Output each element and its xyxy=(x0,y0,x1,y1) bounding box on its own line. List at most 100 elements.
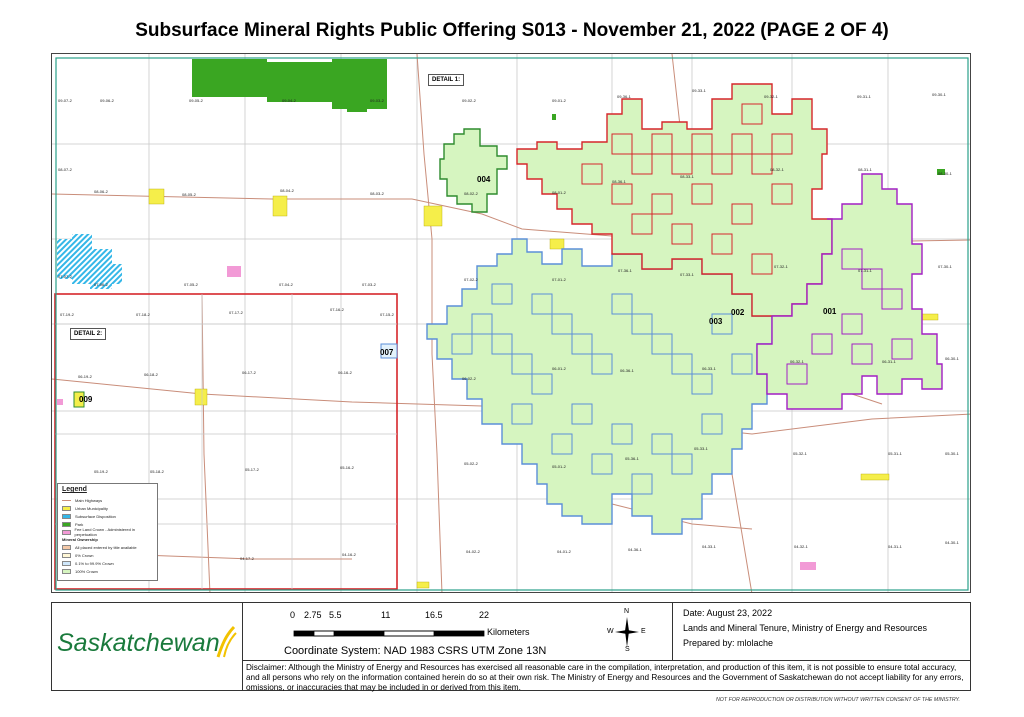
parcel-label-004[interactable]: 004 xyxy=(477,175,491,184)
wheat-logo-icon xyxy=(216,625,237,658)
parcel-label-001[interactable]: 001 xyxy=(823,307,837,316)
parcel-label-009[interactable]: 009 xyxy=(79,395,93,404)
disclaimer: Disclaimer: Although the Ministry of Ene… xyxy=(242,660,970,692)
township-label: 05-19-2 xyxy=(94,469,108,474)
red-parcels xyxy=(516,83,833,317)
legend-item: Main Highways xyxy=(62,496,153,504)
map-footer: Saskatchewan 0 2.75 5.5 11 16.5 22 Kilom… xyxy=(51,602,971,692)
township-label: 09-07-2 xyxy=(58,98,72,103)
map-legend: Legend Main Highways Urban Municipality … xyxy=(57,483,158,581)
township-label: 06-02-2 xyxy=(462,376,476,381)
township-label: 06-33-1 xyxy=(702,366,716,371)
township-label: 04-17-2 xyxy=(240,556,254,561)
township-label: 08-02-2 xyxy=(464,191,478,196)
township-label: 05-36-1 xyxy=(625,456,639,461)
reproduction-notice: NOT FOR REPRODUCTION OR DISTRIBUTION WIT… xyxy=(715,697,960,703)
township-label: 06-30-1 xyxy=(945,356,959,361)
park-swatch-icon xyxy=(62,521,71,527)
legend-title: Legend xyxy=(62,486,87,493)
legend-item: 100% Crown xyxy=(62,567,153,575)
entered-title-swatch-icon xyxy=(62,544,71,550)
parcel-label-007[interactable]: 007 xyxy=(380,348,394,357)
township-label: 07-18-2 xyxy=(136,312,150,317)
township-label: 07-02-2 xyxy=(464,277,478,282)
township-label: 06-31-1 xyxy=(882,359,896,364)
map-frame[interactable]: 09-07-2 09-06-2 09-05-2 09-04-2 09-03-2 … xyxy=(51,53,971,593)
township-label: 07-01-2 xyxy=(552,277,566,282)
township-label: 07-36-1 xyxy=(618,268,632,273)
township-label: 08-05-2 xyxy=(182,192,196,197)
township-label: 07-03-2 xyxy=(362,282,376,287)
township-label: 05-30-1 xyxy=(945,451,959,456)
purple-parcel-cells xyxy=(786,248,913,385)
township-label: 04-31-1 xyxy=(888,544,902,549)
scale-tick: 16.5 xyxy=(425,610,443,620)
township-label: 08-32-1 xyxy=(770,167,784,172)
township-label: 07-30-1 xyxy=(938,264,952,269)
urban-swatch-icon xyxy=(62,505,71,511)
logo-area: Saskatchewan xyxy=(52,603,243,691)
township-label: 06-19-2 xyxy=(78,374,92,379)
red-parcel-cells xyxy=(581,103,793,275)
green-parcels xyxy=(439,128,508,213)
township-label: 06-16-2 xyxy=(338,370,352,375)
south-label: S xyxy=(625,646,630,653)
township-label: 06-36-1 xyxy=(620,368,634,373)
township-label: 07-16-2 xyxy=(330,307,344,312)
legend-item: Subsurface Disposition xyxy=(62,512,153,520)
park-areas xyxy=(192,59,945,175)
north-arrow-icon: N S W E xyxy=(607,608,646,653)
township-label: 09-32-1 xyxy=(764,94,778,99)
township-label: 09-03-2 xyxy=(370,98,384,103)
parcel-label-003[interactable]: 003 xyxy=(709,317,723,326)
township-label: 09-02-2 xyxy=(462,98,476,103)
scale-tick: 5.5 xyxy=(329,610,342,620)
east-label: E xyxy=(641,628,646,635)
detail-1-label[interactable]: DETAIL 1: xyxy=(428,74,465,86)
township-label: 04-36-1 xyxy=(628,547,642,552)
detail-2-label[interactable]: DETAIL 2: xyxy=(70,328,107,340)
township-label: 05-17-2 xyxy=(245,467,259,472)
legend-item: 0.1% to 99.9% Crown xyxy=(62,559,153,567)
township-label: 08-03-2 xyxy=(370,191,384,196)
township-label: 06-18-2 xyxy=(144,372,158,377)
coordinate-system: Coordinate System: NAD 1983 CSRS UTM Zon… xyxy=(284,645,547,657)
township-label: 06-17-2 xyxy=(242,370,256,375)
township-label: 04-01-2 xyxy=(557,549,571,554)
township-label: 04-16-2 xyxy=(342,552,356,557)
full-crown-swatch-icon xyxy=(62,568,71,574)
township-label: 06-01-2 xyxy=(552,366,566,371)
township-label: 09-06-2 xyxy=(100,98,114,103)
township-label: 04-33-1 xyxy=(702,544,716,549)
township-label: 05-33-1 xyxy=(694,446,708,451)
township-label: 07-07-2 xyxy=(58,274,72,279)
parcel-007-area xyxy=(380,343,398,359)
township-label: 09-36-1 xyxy=(617,94,631,99)
saskatchewan-logo: Saskatchewan xyxy=(57,629,220,657)
township-label: 04-30-1 xyxy=(945,540,959,545)
legend-ownership-header: Mineral Ownership xyxy=(62,537,98,542)
township-label: 08-30-1 xyxy=(938,171,952,176)
purple-parcels xyxy=(756,173,943,410)
zero-crown-swatch-icon xyxy=(62,552,71,558)
scale-tick: 22 xyxy=(479,610,490,620)
township-label: 07-17-2 xyxy=(229,310,243,315)
disposition-swatch-icon xyxy=(62,513,71,519)
blue-parcels xyxy=(426,238,773,535)
township-label: 08-31-1 xyxy=(858,167,872,172)
township-label: 07-05-2 xyxy=(184,282,198,287)
township-label: 08-01-2 xyxy=(552,190,566,195)
township-label: 09-30-1 xyxy=(932,92,946,97)
township-label: 07-32-1 xyxy=(774,264,788,269)
parcel-label-002[interactable]: 002 xyxy=(731,308,745,317)
township-label: 05-32-1 xyxy=(793,451,807,456)
township-label: 09-04-2 xyxy=(282,98,296,103)
township-label: 07-31-1 xyxy=(858,268,872,273)
map-canvas xyxy=(52,54,970,592)
legend-item: All placed entered by title available xyxy=(62,543,153,551)
township-label: 07-19-2 xyxy=(60,312,74,317)
highway-swatch-icon xyxy=(62,499,71,501)
map-department: Lands and Mineral Tenure, Ministry of En… xyxy=(683,623,927,633)
detail-2-frame xyxy=(54,293,398,590)
township-label: 09-33-1 xyxy=(692,88,706,93)
